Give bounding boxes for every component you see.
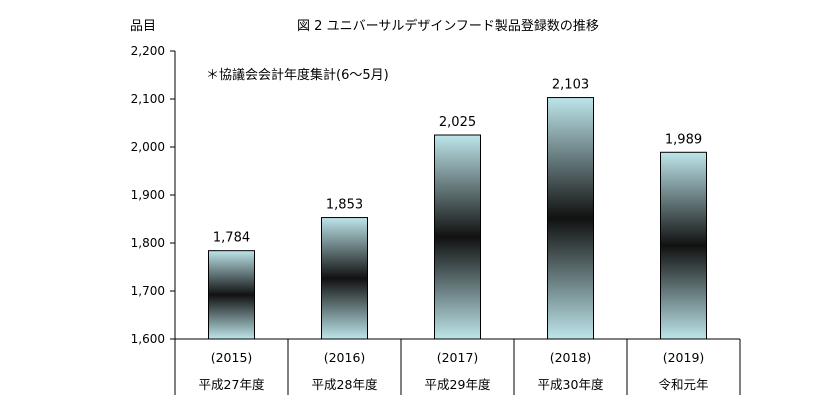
y-axis-unit-label: 品目 — [130, 19, 156, 34]
y-tick-label: 2,000 — [131, 140, 165, 154]
bar — [208, 250, 255, 340]
data-label: 1,989 — [665, 132, 702, 147]
data-label: 2,103 — [552, 78, 589, 93]
y-tick-label: 1,700 — [131, 284, 165, 298]
x-era-label: 令和元年 — [658, 377, 708, 392]
chart-annotation: ＊協議会会計年度集計(6～5月) — [206, 67, 389, 83]
bars — [208, 97, 707, 340]
y-tick-label: 1,900 — [131, 188, 165, 202]
axes: 1,600 1,700 1,800 1,900 2,000 2,100 2,200 — [131, 44, 741, 395]
x-era-label: 平成27年度 — [199, 377, 265, 392]
y-tick-label: 2,200 — [131, 44, 165, 58]
data-label: 2,025 — [439, 115, 476, 130]
chart-title: 図 2 ユニバーサルデザインフード製品登録数の推移 — [297, 18, 599, 34]
data-label: 1,853 — [326, 198, 363, 213]
x-tick-label: (2018) — [550, 350, 592, 365]
y-tick-label: 2,100 — [131, 92, 165, 106]
bar — [660, 151, 707, 340]
bar — [321, 217, 368, 340]
x-era-label: 平成30年度 — [538, 377, 604, 392]
x-tick-label: (2016) — [324, 350, 366, 365]
data-label: 1,784 — [213, 231, 250, 246]
x-tick-label: (2017) — [437, 350, 479, 365]
bar — [547, 97, 594, 340]
x-era-label: 平成28年度 — [312, 377, 378, 392]
x-tick-label: (2019) — [663, 350, 705, 365]
y-tick-label: 1,800 — [131, 236, 165, 250]
y-tick-label: 1,600 — [131, 332, 165, 346]
bar — [434, 134, 481, 340]
labels: 1,784 (2015) 平成27年度 1,853 (2016) 平成28年度 2,025 (… — [199, 78, 709, 392]
x-era-label: 平成29年度 — [425, 377, 491, 392]
x-tick-label: (2015) — [211, 350, 253, 365]
